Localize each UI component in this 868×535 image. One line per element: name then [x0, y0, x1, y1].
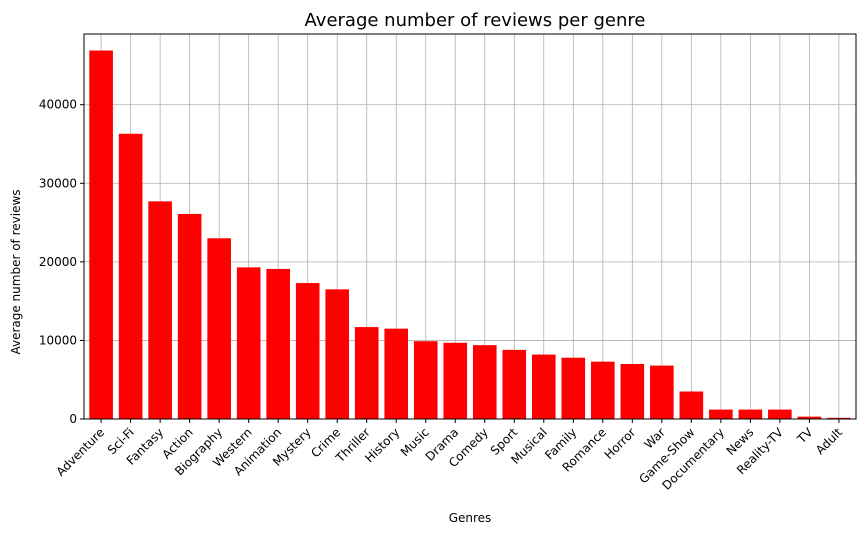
axes [83, 33, 857, 420]
y-tick-label: 40000 [39, 98, 77, 112]
bar-tv [797, 416, 822, 419]
bar-adventure [89, 50, 113, 419]
bar-history [384, 328, 409, 419]
bar-fantasy [148, 201, 172, 419]
x-tick-label: Horror [602, 425, 639, 462]
y-ticks: 0 10000 20000 30000 40000 [39, 98, 84, 426]
x-tick-label: Adventure [53, 425, 107, 479]
bar-crime [325, 289, 350, 419]
bar-thriller [354, 327, 379, 419]
bar-war [650, 365, 674, 419]
y-tick-label: 30000 [39, 176, 77, 190]
y-tick-label: 20000 [39, 255, 77, 269]
bar-drama [443, 342, 468, 419]
bar-sci-fi [118, 133, 143, 420]
bar-reality-tv [768, 409, 792, 419]
y-axis-label: Average number of reviews [9, 189, 23, 354]
bar-sport [502, 349, 527, 419]
bar-comedy [472, 345, 497, 419]
bar-western [236, 267, 261, 419]
bar-family [561, 357, 586, 419]
bar-news [738, 409, 763, 419]
bar-biography [207, 238, 231, 419]
x-ticks: AdventureSci-FiFantasyActionBiographyWes… [53, 419, 845, 493]
plot-frame [83, 33, 857, 420]
chart-title: Average number of reviews per genre [305, 10, 646, 31]
bar-game-show [679, 391, 704, 419]
bar-adult [827, 417, 851, 419]
x-tick-label: TV [794, 425, 816, 447]
bar-horror [620, 364, 645, 419]
y-tick-label: 0 [69, 412, 77, 426]
x-axis-label: Genres [449, 511, 492, 525]
bar-music [413, 341, 438, 419]
bars [89, 50, 851, 420]
bar-animation [266, 268, 290, 419]
bar-musical [531, 354, 556, 419]
x-tick-label: Adult [813, 425, 845, 457]
bar-documentary [709, 409, 733, 419]
bar-action [177, 213, 202, 419]
bar-romance [590, 361, 615, 419]
y-tick-label: 10000 [39, 333, 77, 347]
bar-mystery [295, 283, 320, 419]
